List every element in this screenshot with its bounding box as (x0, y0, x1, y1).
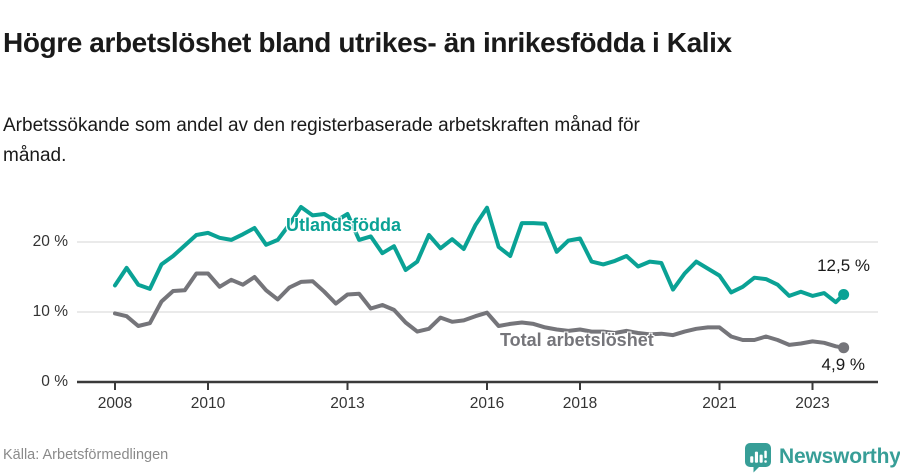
series-line-total-arbetslöshet (113, 271, 846, 350)
series-label-utlandsfodda: Utlandsfödda (286, 215, 401, 235)
series-line-utlandsfödda (113, 205, 846, 305)
series-label-total-arbetsloshet: Total arbetslöshet (500, 330, 654, 350)
x-tick-label: 2010 (191, 395, 226, 412)
series-end-dot-utlandsfödda (838, 289, 850, 300)
x-tick-label: 2021 (702, 395, 736, 412)
y-tick-label-0: 0 % (41, 373, 68, 390)
chart-title: Högre arbetslöshet bland utrikes- än inr… (3, 26, 732, 58)
y-tick-label-10: 10 % (32, 303, 68, 320)
x-tick-label: 2013 (330, 395, 364, 412)
x-tick-label: 2008 (98, 395, 132, 412)
newsworthy-brand: Newsworthy (744, 442, 900, 472)
y-tick-label-20: 20 % (32, 233, 68, 250)
x-tick-label: 2018 (563, 395, 597, 412)
source-note: Källa: Arbetsförmedlingen (3, 447, 169, 463)
end-value-utlandsfodda: 12,5 % (817, 256, 870, 275)
newsworthy-wordmark: Newsworthy (779, 445, 900, 468)
end-value-total-arbetsloshet: 4,9 % (821, 355, 865, 374)
x-tick-label: 2023 (795, 395, 829, 412)
x-tick-label: 2016 (470, 395, 504, 412)
newsworthy-logo-icon (745, 442, 771, 472)
series-end-dot-total-arbetslöshet (838, 342, 850, 354)
chart-subtitle: Arbetssökande som andel av den registerb… (3, 115, 640, 166)
